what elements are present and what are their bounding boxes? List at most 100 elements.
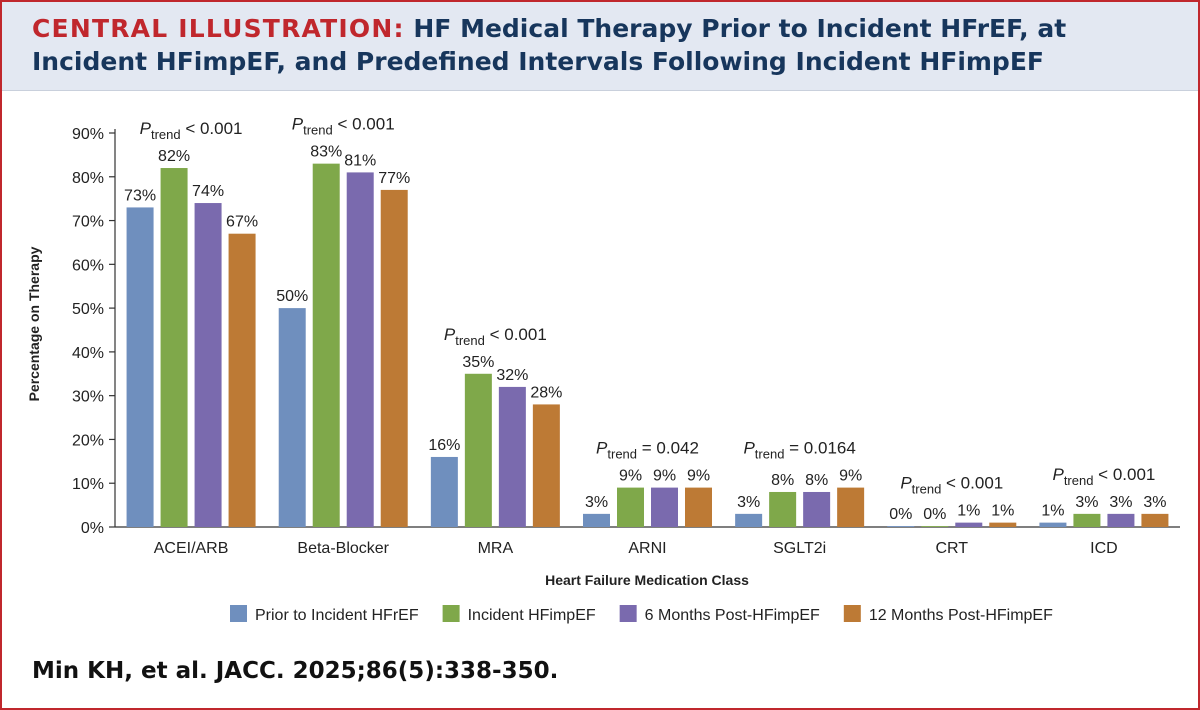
data-label: 32% — [496, 367, 528, 384]
bar — [498, 386, 526, 527]
data-label: 3% — [1075, 494, 1098, 511]
bar — [312, 163, 340, 527]
y-tick-label: 50% — [72, 301, 104, 318]
p-trend-label: Ptrend < 0.001 — [444, 325, 547, 348]
y-tick-label: 90% — [72, 126, 104, 143]
x-tick-label: ACEI/ARB — [154, 540, 229, 557]
x-axis: ACEI/ARB Beta-Blocker MRA ARNI SGLT2i CRT ICD — [115, 526, 1180, 557]
data-label: 67% — [226, 214, 258, 231]
bar — [1107, 513, 1135, 527]
bar — [160, 168, 188, 527]
title-text: HF Medical Therapy Prior to Incident HFr… — [32, 14, 1067, 76]
title-banner: CENTRAL ILLUSTRATION: HF Medical Therapy… — [2, 2, 1198, 91]
data-label: 1% — [991, 503, 1014, 520]
bar — [685, 487, 712, 527]
p-trend-label: Ptrend = 0.042 — [596, 439, 699, 462]
bar — [346, 172, 374, 527]
bar — [583, 513, 610, 527]
x-tick-label: CRT — [935, 540, 968, 557]
bar — [430, 456, 458, 527]
data-label: 3% — [737, 494, 760, 511]
y-tick-label: 80% — [72, 170, 104, 187]
data-label: 81% — [344, 152, 376, 169]
legend-swatch — [442, 605, 460, 622]
data-label: 77% — [378, 170, 410, 187]
data-label: 0% — [889, 506, 912, 523]
bar — [1073, 513, 1101, 527]
data-label: 1% — [1041, 503, 1064, 520]
bar — [1141, 513, 1169, 527]
bar — [955, 522, 983, 527]
legend: Prior to Incident HFrEF Incident HFimpEF 6… — [230, 605, 1053, 624]
bar — [735, 513, 763, 527]
bar — [228, 233, 256, 527]
bar — [278, 308, 306, 527]
data-label: 8% — [805, 472, 828, 489]
data-label: 9% — [687, 468, 710, 485]
bar — [921, 526, 949, 527]
y-tick-label: 40% — [72, 345, 104, 362]
data-label: 3% — [1109, 494, 1132, 511]
bar — [887, 526, 915, 527]
legend-label: Prior to Incident HFrEF — [255, 607, 419, 624]
p-trend-label: Ptrend < 0.001 — [900, 474, 1003, 497]
x-tick-label: SGLT2i — [773, 540, 826, 557]
data-label: 83% — [310, 144, 342, 161]
data-label: 82% — [158, 148, 190, 165]
data-label: 8% — [771, 472, 794, 489]
data-label: 0% — [923, 506, 946, 523]
data-label: 3% — [585, 494, 608, 511]
bar — [651, 487, 678, 527]
p-trend-label: Ptrend < 0.001 — [140, 119, 243, 142]
data-label: 3% — [1143, 494, 1166, 511]
y-axis-title: Percentage on Therapy — [26, 246, 42, 401]
data-label: 9% — [619, 468, 642, 485]
bar — [837, 487, 865, 527]
bar — [380, 189, 408, 527]
bar — [769, 491, 797, 527]
p-trend-label: Ptrend = 0.0164 — [743, 439, 855, 462]
legend-swatch — [843, 605, 861, 622]
bar — [989, 522, 1017, 527]
y-tick-label: 0% — [81, 520, 104, 537]
bar — [194, 203, 222, 528]
p-trend-label: Ptrend < 0.001 — [1052, 465, 1155, 488]
data-label: 73% — [124, 187, 156, 204]
bar-series-group: 73% 82% 74%67% 50% 83%81%77% 16% 35%32%28% 3% 9%… — [124, 144, 1169, 528]
illustration-title: CENTRAL ILLUSTRATION: HF Medical Therapy… — [32, 12, 1182, 78]
data-label: 9% — [839, 468, 862, 485]
x-tick-label: ICD — [1090, 540, 1118, 557]
title-lead: CENTRAL ILLUSTRATION: — [32, 14, 405, 43]
bar — [532, 404, 560, 527]
data-label: 74% — [192, 183, 224, 200]
legend-swatch — [619, 605, 637, 622]
x-tick-label: ARNI — [628, 540, 666, 557]
legend-label: Incident HFimpEF — [468, 607, 596, 624]
x-tick-label: Beta-Blocker — [297, 540, 389, 557]
legend-swatch — [230, 605, 247, 622]
citation: Min KH, et al. JACC. 2025;86(5):338-350. — [32, 658, 559, 684]
data-label: 1% — [957, 503, 980, 520]
bar — [803, 491, 831, 527]
data-label: 9% — [653, 468, 676, 485]
bar — [1039, 522, 1067, 527]
data-label: 28% — [530, 384, 562, 401]
y-axis: 0% 10% 20% 30% 40% 50% 60% 70% 80% 90% — [72, 126, 116, 537]
y-tick-label: 30% — [72, 389, 104, 406]
bar — [464, 373, 492, 527]
data-label: 50% — [276, 288, 308, 305]
bar — [617, 487, 644, 527]
x-axis-title: Heart Failure Medication Class — [545, 572, 749, 588]
y-tick-label: 20% — [72, 432, 104, 449]
data-label: 35% — [462, 354, 494, 371]
y-tick-label: 60% — [72, 257, 104, 274]
legend-label: 6 Months Post-HFimpEF — [645, 607, 820, 624]
p-trend-label: Ptrend < 0.001 — [292, 115, 395, 138]
x-tick-label: MRA — [478, 540, 514, 557]
p-trend-annotations: Ptrend < 0.001 Ptrend < 0.001 Ptrend < 0.0… — [140, 115, 1156, 497]
data-label: 16% — [428, 437, 460, 454]
legend-label: 12 Months Post-HFimpEF — [869, 607, 1053, 624]
y-tick-label: 10% — [72, 476, 104, 493]
